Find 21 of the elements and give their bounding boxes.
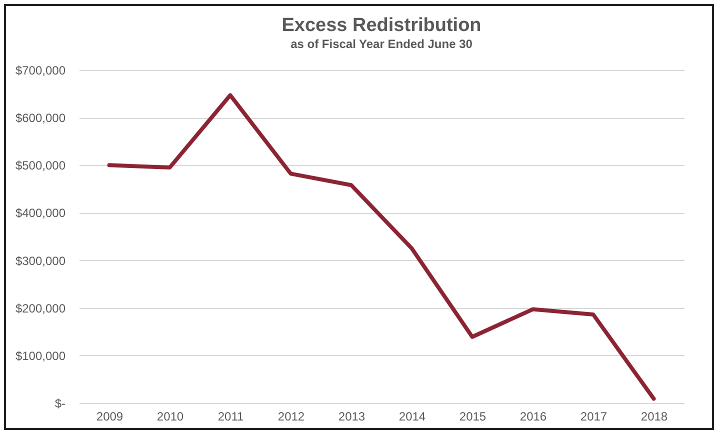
y-tick-label: $-	[54, 396, 66, 410]
y-tick-label: $200,000	[15, 301, 66, 316]
x-tick-label: 2013	[338, 410, 366, 424]
chart-title: Excess Redistribution	[282, 15, 482, 36]
x-tick-label: 2018	[640, 410, 668, 424]
x-tick-label: 2014	[398, 410, 426, 424]
x-tick-label: 2011	[218, 410, 244, 424]
chart-subtitle: as of Fiscal Year Ended June 30	[290, 37, 473, 51]
line-series	[107, 93, 656, 401]
x-tick-label: 2010	[156, 410, 184, 424]
y-tick-label: $300,000	[15, 254, 66, 268]
x-tick-label: 2016	[520, 410, 547, 424]
x-tick-label: 2009	[96, 410, 124, 424]
y-tick-label: $500,000	[15, 158, 66, 173]
x-tick-label: 2015	[459, 410, 486, 424]
x-tick-label: 2012	[278, 410, 305, 424]
y-tick-label: $100,000	[15, 348, 66, 363]
y-tick-label: $600,000	[15, 111, 66, 126]
y-tick-label: $700,000	[15, 64, 66, 78]
x-tick-label: 2017	[580, 410, 608, 424]
y-tick-label: $400,000	[15, 206, 66, 220]
